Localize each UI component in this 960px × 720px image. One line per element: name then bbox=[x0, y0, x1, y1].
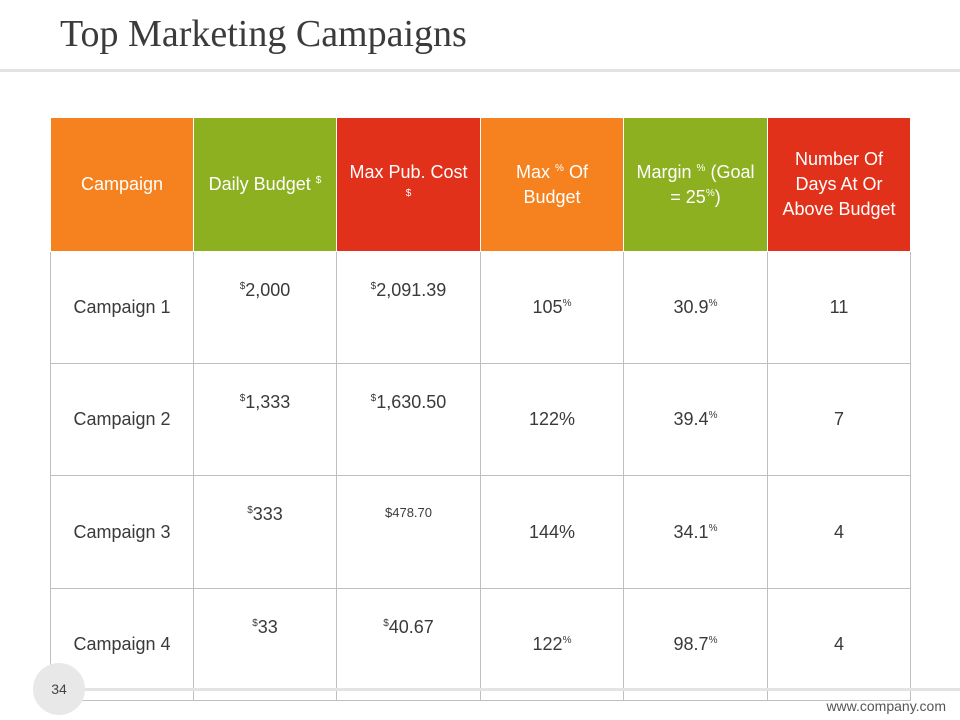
campaigns-table: Campaign Daily Budget $ Max Pub. Cost $ … bbox=[50, 117, 911, 701]
cell-days: 4 bbox=[767, 475, 911, 589]
header-days-at-or-above-budget: Number Of Days At Or Above Budget bbox=[767, 117, 911, 252]
page-number-badge: 34 bbox=[33, 663, 85, 715]
cell-margin-pct: 34.1% bbox=[623, 475, 768, 589]
cell-max-pct-of-budget: 144% bbox=[480, 475, 624, 589]
cell-campaign: Campaign 1 bbox=[50, 251, 194, 364]
cell-daily-budget: $33 bbox=[193, 588, 337, 701]
cell-margin-pct: 30.9% bbox=[623, 251, 768, 364]
header-unit: $ bbox=[315, 175, 322, 186]
header-unit: % bbox=[555, 162, 564, 174]
cell-max-pct-of-budget: 105% bbox=[480, 251, 624, 364]
header-label: Margin bbox=[636, 161, 692, 182]
cell-campaign: Campaign 3 bbox=[50, 475, 194, 589]
header-label: ) bbox=[714, 186, 721, 207]
header-campaign: Campaign bbox=[50, 117, 194, 252]
cell-daily-budget: $2,000 bbox=[193, 251, 337, 364]
page-number: 34 bbox=[51, 681, 67, 697]
header-label: Max bbox=[516, 161, 551, 182]
table-header-row: Campaign Daily Budget $ Max Pub. Cost $ … bbox=[50, 117, 911, 252]
table-row: Campaign 1 $2,000 $2,091.39 105% 30.9% 1… bbox=[50, 251, 911, 364]
title-divider bbox=[0, 69, 960, 72]
slide-title: Top Marketing Campaigns bbox=[60, 13, 467, 55]
cell-daily-budget: $333 bbox=[193, 475, 337, 589]
footer-url: www.company.com bbox=[826, 698, 946, 714]
cell-max-pct-of-budget: 122% bbox=[480, 588, 624, 701]
header-label: Campaign bbox=[80, 174, 164, 194]
header-label: Of Budget bbox=[523, 161, 588, 207]
header-unit: % bbox=[705, 187, 715, 199]
table-row: Campaign 3 $333 $478.70 144% 34.1% 4 bbox=[50, 475, 911, 589]
header-unit: % bbox=[696, 162, 706, 174]
table-row: Campaign 2 $1,333 $1,630.50 122% 39.4% 7 bbox=[50, 363, 911, 476]
header-max-pct-of-budget: Max % Of Budget bbox=[480, 117, 624, 252]
header-unit: $ bbox=[405, 187, 412, 199]
cell-margin-pct: 39.4% bbox=[623, 363, 768, 476]
cell-max-pub-cost: $1,630.50 bbox=[336, 363, 481, 476]
header-daily-budget: Daily Budget $ bbox=[193, 117, 337, 252]
footer-divider bbox=[60, 688, 960, 691]
cell-max-pub-cost: $478.70 bbox=[336, 475, 481, 589]
cell-days: 7 bbox=[767, 363, 911, 476]
table-row: Campaign 4 $33 $40.67 122% 98.7% 4 bbox=[50, 588, 911, 701]
header-label: Daily Budget bbox=[208, 174, 311, 194]
cell-daily-budget: $1,333 bbox=[193, 363, 337, 476]
cell-days: 4 bbox=[767, 588, 911, 701]
cell-max-pub-cost: $40.67 bbox=[336, 588, 481, 701]
header-label: Number Of Days At Or Above Budget bbox=[782, 149, 896, 219]
header-max-pub-cost: Max Pub. Cost $ bbox=[336, 117, 481, 252]
header-label: (Goal = 25 bbox=[670, 161, 755, 207]
header-margin-pct: Margin % (Goal = 25%) bbox=[623, 117, 768, 252]
cell-campaign: Campaign 2 bbox=[50, 363, 194, 476]
cell-margin-pct: 98.7% bbox=[623, 588, 768, 701]
header-label: Max Pub. Cost bbox=[349, 161, 468, 182]
cell-max-pub-cost: $2,091.39 bbox=[336, 251, 481, 364]
cell-days: 11 bbox=[767, 251, 911, 364]
cell-max-pct-of-budget: 122% bbox=[480, 363, 624, 476]
